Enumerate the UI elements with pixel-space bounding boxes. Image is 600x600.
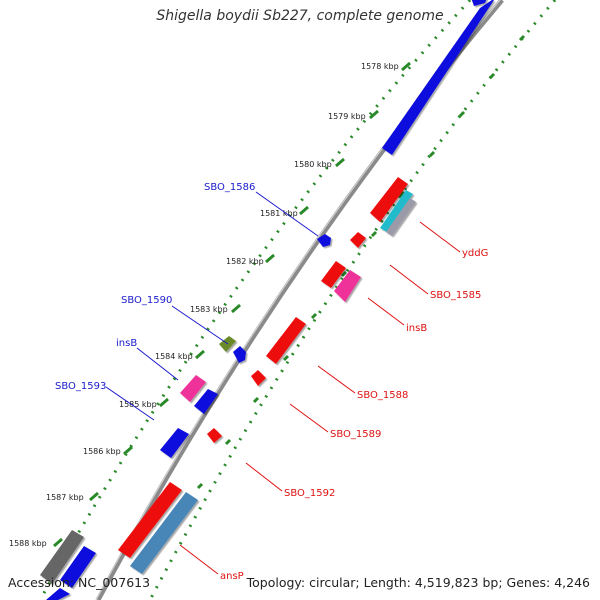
label-sbo-1589[interactable]: SBO_1589 xyxy=(330,429,381,440)
kbp-label-1578: 1578 kbp xyxy=(361,62,399,71)
kbp-label-1585: 1585 kbp xyxy=(119,400,157,409)
gene-sbo-1593[interactable] xyxy=(194,389,218,414)
gene-sbo-1592[interactable] xyxy=(207,428,222,443)
kbp-label-1584: 1584 kbp xyxy=(155,352,193,361)
kbp-label-1583: 1583 kbp xyxy=(190,305,228,314)
gene-gray-1588[interactable] xyxy=(40,530,84,584)
kbp-label-1579: 1579 kbp xyxy=(328,112,366,121)
gene-yddg[interactable] xyxy=(386,198,416,236)
label-insb-forward[interactable]: insB xyxy=(116,338,137,349)
genome-title: Shigella boydii Sb227, complete genome xyxy=(156,8,444,24)
gene-sbo-1590[interactable] xyxy=(233,346,246,363)
label-connectors xyxy=(105,191,461,575)
kbp-label-1580: 1580 kbp xyxy=(294,160,332,169)
gene-insb-reverse[interactable] xyxy=(334,270,361,302)
gene-forward-top[interactable] xyxy=(470,0,488,6)
gene-ansp[interactable] xyxy=(130,492,198,574)
gene-forward-bottom[interactable] xyxy=(46,588,70,600)
accession-text: Accession: NC_007613 xyxy=(8,575,151,590)
genome-summary-text: Topology: circular; Length: 4,519,823 bp… xyxy=(246,575,590,590)
gene-forward-1588[interactable] xyxy=(60,546,96,588)
gene-reverse-1580[interactable] xyxy=(370,177,408,222)
gene-insb-forward[interactable] xyxy=(180,375,206,402)
inner-tick-ring xyxy=(148,0,557,600)
gene-sbo-1585-small[interactable] xyxy=(350,232,366,248)
label-sbo-1588[interactable]: SBO_1588 xyxy=(357,390,408,401)
label-yddg[interactable]: yddG xyxy=(462,248,488,259)
label-sbo-1586[interactable]: SBO_1586 xyxy=(204,182,255,193)
kbp-label-1587: 1587 kbp xyxy=(46,493,84,502)
kbp-tick-marks xyxy=(53,61,411,548)
gene-sbo-1589[interactable] xyxy=(251,370,266,386)
label-sbo-1593[interactable]: SBO_1593 xyxy=(55,381,106,392)
gene-forward-1586[interactable] xyxy=(160,428,189,458)
kbp-label-1586: 1586 kbp xyxy=(83,447,121,456)
gene-sbo-1586[interactable] xyxy=(317,234,331,247)
gene-ansp-red[interactable] xyxy=(118,482,182,558)
kbp-label-1581: 1581 kbp xyxy=(260,209,298,218)
kbp-label-1588: 1588 kbp xyxy=(9,539,47,548)
label-sbo-1590[interactable]: SBO_1590 xyxy=(121,295,172,306)
label-ansp[interactable]: ansP xyxy=(220,571,244,582)
gene-forward-large[interactable] xyxy=(382,0,494,155)
gene-trna[interactable] xyxy=(380,190,413,232)
kbp-label-1582: 1582 kbp xyxy=(226,257,264,266)
label-sbo-1592[interactable]: SBO_1592 xyxy=(284,488,335,499)
gene-sbo-1588[interactable] xyxy=(266,317,306,364)
label-insb-reverse[interactable]: insB xyxy=(406,323,427,334)
label-sbo-1585[interactable]: SBO_1585 xyxy=(430,290,481,301)
gene-sbo-1585[interactable] xyxy=(321,261,346,288)
outer-tick-ring xyxy=(38,0,472,600)
